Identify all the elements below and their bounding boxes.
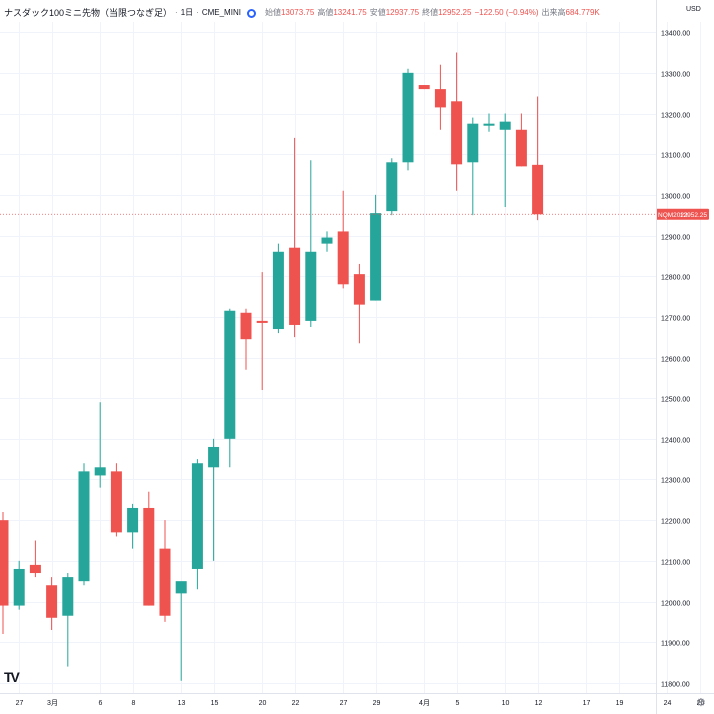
volume-label: 出来高 [541,8,566,17]
gear-icon[interactable]: ⚙ [696,697,706,709]
price-axis[interactable]: 11800.00 11900.00 12000.00 12100.00 12200.00… [656,0,691,714]
x-tick-label: 12 [535,700,543,707]
tradingview-logo-icon[interactable]: TV [4,669,20,685]
y-tick-label: 12400.00 [661,438,690,445]
header-separator: · [196,8,199,17]
candle-body[interactable] [208,446,220,468]
market-status-icon[interactable] [246,8,256,18]
x-tick-label: 20 [259,700,267,707]
last-price-symbol: NQM2023 [658,212,688,219]
y-tick-label: 12900.00 [661,235,690,242]
candle-body[interactable] [467,123,479,163]
open-label: 始値 [264,8,281,17]
candle-body[interactable] [110,471,122,533]
x-tick-label: 29 [373,700,381,707]
y-tick-label: 12700.00 [661,316,690,323]
candle-body[interactable] [418,85,430,90]
x-tick-label: 6 [99,700,103,707]
exchange-label: CME_MINI [201,8,241,17]
candle-body[interactable] [337,231,349,285]
y-tick-label: 12200.00 [661,519,690,526]
candle-body[interactable] [434,89,446,108]
y-tick-label: 12100.00 [661,560,690,567]
candle-body[interactable] [353,274,365,305]
y-tick-label: 11900.00 [661,641,690,648]
candle-body[interactable] [46,585,58,618]
last-price-tag[interactable] [656,208,709,220]
candle-body[interactable] [499,121,511,130]
last-price-value: 12952.25 [680,212,707,219]
x-tick-label: 13 [178,700,186,707]
x-tick-label: 5 [456,700,460,707]
y-tick-label: 13200.00 [661,113,690,120]
high-value: 13241.75 [333,8,367,17]
grid-lines [0,22,701,693]
candle-body[interactable] [386,162,398,212]
candle-body[interactable] [127,507,139,533]
x-tick-label: 27 [16,700,24,707]
y-tick-label: 12000.00 [661,601,690,608]
low-label: 安値 [369,8,386,17]
y-tick-label: 13100.00 [661,153,690,160]
chart-legend-header: ナスダック100ミニ先物（当限つなぎ足） · 1日 · CME_MINI 始値 … [4,6,600,20]
x-tick-label: 3月 [47,699,58,707]
candle-body[interactable] [78,471,90,582]
candle-body[interactable] [289,247,301,325]
y-tick-label: 12600.00 [661,357,690,364]
x-tick-label: 10 [502,700,510,707]
x-tick-label: 24 [664,700,672,707]
y-tick-label: 13300.00 [661,72,690,79]
y-tick-label: 12300.00 [661,478,690,485]
y-tick-label: 11800.00 [661,682,690,689]
candle-body[interactable] [94,467,106,476]
x-tick-label: 15 [211,700,219,707]
candle-body[interactable] [159,548,171,616]
interval-label[interactable]: 1日 [180,8,194,17]
x-tick-label: 19 [616,700,624,707]
y-tick-label: 13400.00 [661,31,690,38]
candle-body[interactable] [13,568,25,606]
candle-body[interactable] [272,251,284,330]
volume-value: 684.779K [565,8,600,17]
candle-body[interactable] [240,312,252,340]
y-tick-label: 13000.00 [661,194,690,201]
low-value: 12937.75 [385,8,420,17]
y-tick-label: 12800.00 [661,275,690,282]
x-tick-label: 26 [697,700,705,707]
time-axis[interactable]: 27 3月 6 8 13 15 20 22 27 29 4月 5 10 12 17 19 24 26 [0,693,714,708]
candle-body[interactable] [0,520,9,606]
x-tick-label: 27 [340,700,348,707]
candle-body[interactable] [175,581,187,594]
symbol-title[interactable]: ナスダック100ミニ先物（当限つなぎ足） [4,8,173,18]
y-tick-label: 12500.00 [661,397,690,404]
candle-body[interactable] [532,164,544,215]
candle-body[interactable] [62,577,74,616]
candle-body[interactable] [143,507,155,606]
candle-body[interactable] [321,237,333,244]
close-value: 12952.25 [438,8,472,17]
candle-body[interactable] [224,310,236,439]
x-tick-label: 4月 [419,699,430,707]
close-label: 終値 [422,8,439,17]
candle-body[interactable] [256,320,268,323]
x-tick-label: 17 [583,700,591,707]
candles-layer [0,52,544,681]
header-separator: · [175,8,178,17]
candle-body[interactable] [515,129,527,167]
candle-body[interactable] [483,123,495,126]
candle-body[interactable] [370,213,382,301]
candle-body[interactable] [29,564,41,574]
x-tick-label: 8 [132,700,136,707]
change-value: −122.50 (−0.94%) [474,8,539,17]
x-tick-label: 22 [292,700,300,707]
currency-label[interactable]: USD [686,6,701,13]
candle-body[interactable] [305,251,317,321]
candle-body[interactable] [402,72,414,163]
open-value: 13073.75 [280,8,315,17]
candle-body[interactable] [191,463,203,569]
candle-body[interactable] [451,101,463,165]
high-label: 高値 [317,8,334,17]
